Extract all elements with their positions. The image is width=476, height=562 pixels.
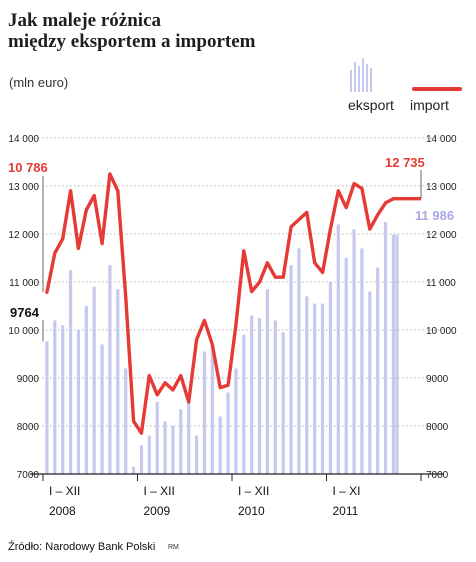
export-bar	[92, 286, 96, 474]
export-bar	[313, 303, 317, 474]
export-bar	[383, 222, 388, 474]
export-bar	[194, 435, 199, 474]
export-bar	[202, 351, 207, 474]
title-line-1: Jak maleje różnica	[8, 10, 162, 31]
export-bar	[344, 258, 348, 474]
export-bar	[352, 229, 356, 474]
chart: 7000 7000 8000 8000 9000 9000 10 000 10 000 11 0…	[8, 134, 457, 518]
export-bar	[76, 330, 81, 474]
period-year-label: 2009	[144, 504, 171, 518]
y-tick-label-right: 13 000	[426, 182, 457, 193]
export-bar	[171, 426, 175, 474]
export-bar	[265, 289, 270, 474]
export-bar	[226, 392, 230, 474]
annotation-export-first: 9764	[10, 305, 40, 320]
y-tick-label-right: 9000	[426, 374, 449, 385]
y-tick-label-left: 12 000	[8, 230, 39, 241]
y-tick-label-left: 14 000	[8, 134, 39, 145]
annotation-import-last: 12 735	[385, 155, 425, 170]
export-bar	[163, 421, 167, 474]
export-bar	[84, 306, 88, 474]
export-bar	[100, 344, 104, 474]
export-bar-extension	[395, 234, 399, 474]
export-bar	[108, 265, 112, 474]
export-bar	[289, 265, 293, 474]
y-tick-label-left: 11 000	[9, 278, 39, 289]
export-bar	[210, 346, 214, 474]
legend-import-label: import	[410, 97, 449, 113]
period-range-label: I – XII	[49, 484, 80, 498]
y-tick-label-right: 12 000	[426, 230, 457, 241]
export-bar	[124, 368, 128, 474]
y-tick-label-left: 10 000	[8, 326, 39, 337]
period-range-label: I – XII	[238, 484, 269, 498]
export-bar	[68, 270, 73, 474]
y-tick-label-right: 10 000	[426, 326, 457, 337]
period-year-label: 2008	[49, 504, 76, 518]
export-bar	[147, 435, 151, 474]
legend-export-swatch-bar	[354, 62, 356, 92]
export-bar	[218, 416, 222, 474]
export-bar	[250, 315, 254, 474]
export-bar	[61, 325, 65, 474]
export-bar	[360, 248, 364, 474]
export-bar	[139, 445, 144, 474]
export-bar	[368, 291, 372, 474]
y-tick-label-right: 7000	[426, 470, 449, 481]
annotation-import-first: 10 786	[8, 160, 48, 175]
y-tick-label-right: 8000	[426, 422, 449, 433]
import-line	[45, 172, 396, 435]
y-tick-label-left: 8000	[17, 422, 40, 433]
y-tick-label-left: 7000	[17, 470, 40, 481]
export-bar	[281, 332, 285, 474]
source-note: Źródło: Narodowy Bank Polski	[8, 541, 156, 553]
export-bar	[376, 267, 380, 474]
export-bar	[257, 318, 262, 474]
export-bar	[53, 320, 57, 474]
export-bar	[116, 289, 120, 474]
export-bar	[328, 282, 333, 474]
credit-mark: RM	[168, 544, 179, 551]
y-tick-label-right: 11 000	[426, 278, 456, 289]
legend-export-swatch-bar	[362, 58, 364, 92]
export-bar	[155, 402, 159, 474]
y-tick-label-left: 13 000	[8, 182, 39, 193]
legend-export-swatch-bar	[350, 70, 352, 92]
period-range-label: I – XII	[144, 484, 175, 498]
period-year-label: 2010	[238, 504, 265, 518]
export-bar	[187, 399, 191, 474]
legend-export-swatch-bar	[366, 64, 368, 92]
legend-icons	[350, 58, 462, 92]
export-bar	[320, 303, 325, 474]
y-tick-label-right: 14 000	[426, 134, 457, 145]
export-bar	[234, 368, 238, 474]
period-range-label: I – XI	[333, 484, 361, 498]
legend-export-swatch-bar	[358, 66, 360, 92]
period-year-label: 2011	[333, 504, 359, 518]
export-bar	[297, 248, 301, 474]
legend-export-label: eksport	[348, 97, 394, 113]
export-bar	[45, 341, 49, 474]
export-bar	[305, 296, 309, 474]
export-bar	[179, 409, 183, 474]
annotation-export-last: 11 986	[415, 208, 454, 223]
export-bar	[242, 334, 246, 474]
export-bar	[336, 224, 340, 474]
export-bar	[273, 320, 277, 474]
chart-title: Jak maleje różnica między eksportem a im…	[8, 10, 255, 52]
y-tick-label-left: 9000	[17, 374, 40, 385]
export-bar	[131, 466, 136, 474]
title-line-2: między eksportem a importem	[8, 31, 256, 52]
unit-label: (mln euro)	[9, 75, 69, 90]
export-bar	[391, 234, 396, 474]
legend-export-swatch-bar	[370, 68, 372, 92]
